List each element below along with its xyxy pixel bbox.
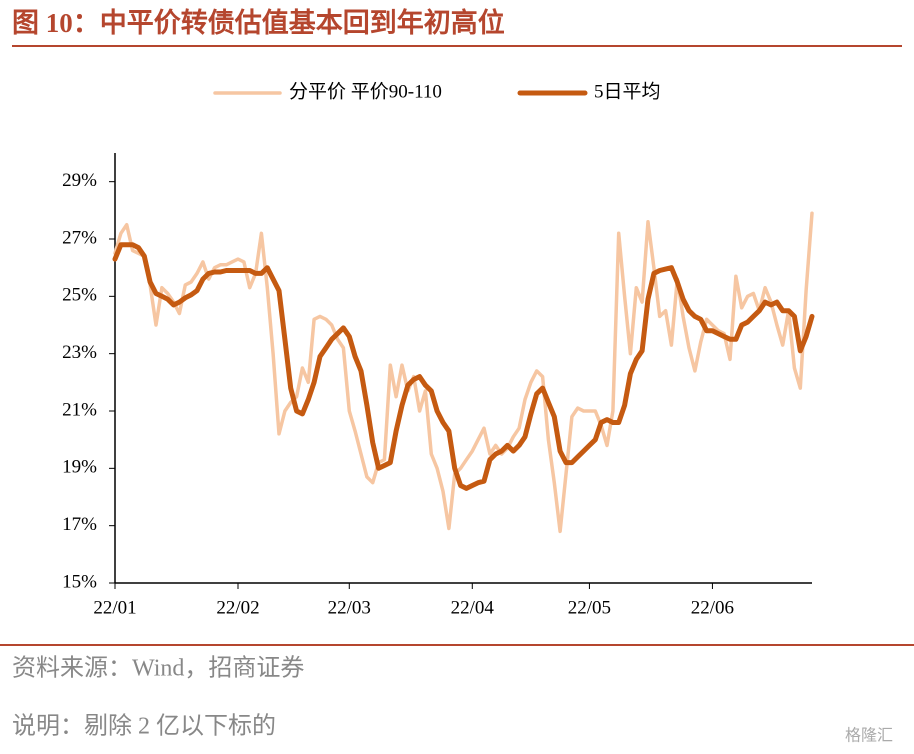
note: 说明：剔除 2 亿以下标的 — [12, 713, 276, 740]
watermark: 格隆汇 — [845, 727, 893, 745]
source: 资料来源：Wind，招商证券 — [12, 655, 304, 682]
y-tick-label: 17% — [62, 514, 97, 535]
x-tick-label: 22/05 — [568, 597, 611, 618]
y-tick-label: 15% — [62, 571, 97, 592]
y-tick-label: 23% — [62, 342, 97, 363]
legend-label: 5日平均 — [594, 80, 661, 102]
x-tick-label: 22/04 — [451, 597, 495, 618]
y-tick-label: 21% — [62, 399, 97, 420]
y-tick-label: 19% — [62, 457, 97, 478]
series-line — [113, 211, 814, 534]
chart-title: 图 10：中平价转债估值基本回到年初高位 — [12, 7, 505, 38]
x-tick-label: 22/06 — [691, 597, 734, 618]
x-tick-label: 22/03 — [328, 597, 371, 618]
y-tick-label: 27% — [62, 227, 97, 248]
legend-label: 分平价 平价90-110 — [289, 80, 442, 102]
x-tick-label: 22/01 — [93, 597, 136, 618]
y-tick-label: 25% — [62, 285, 97, 306]
x-tick-label: 22/02 — [216, 597, 259, 618]
y-tick-label: 29% — [62, 170, 97, 191]
series-line — [112, 242, 815, 491]
